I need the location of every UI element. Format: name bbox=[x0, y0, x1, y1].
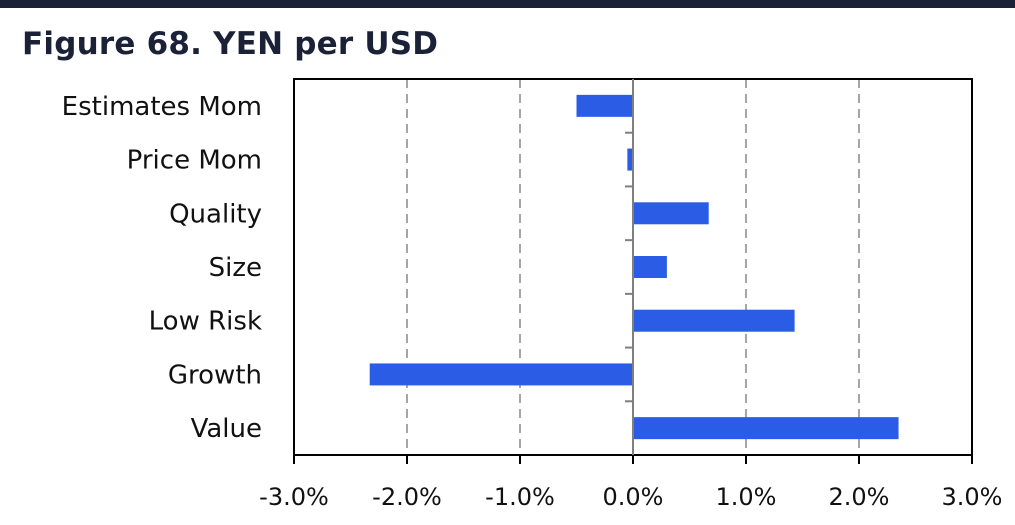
header-rule bbox=[0, 0, 1015, 8]
category-axis bbox=[625, 79, 634, 455]
x-tick-label: -1.0% bbox=[485, 483, 555, 511]
category-label: Low Risk bbox=[149, 307, 262, 337]
bar-size bbox=[633, 256, 667, 278]
x-tick-label: 0.0% bbox=[603, 483, 664, 511]
x-tick-label: -3.0% bbox=[259, 483, 329, 511]
category-label: Size bbox=[209, 253, 262, 283]
x-tick-labels: -3.0% -2.0% -1.0% 0.0% 1.0% 2.0% 3.0% bbox=[259, 455, 1002, 511]
category-label: Value bbox=[191, 414, 262, 444]
bar-growth bbox=[369, 363, 633, 386]
bar-quality bbox=[633, 202, 709, 225]
bar-price-mom bbox=[627, 148, 633, 171]
category-label: Quality bbox=[169, 199, 262, 229]
x-tick-label: -2.0% bbox=[372, 483, 442, 511]
bars bbox=[369, 94, 899, 440]
chart-title: Figure 68. YEN per USD bbox=[22, 26, 439, 62]
category-labels: Estimates Mom Price Mom Quality Size Low Ris… bbox=[62, 92, 262, 444]
category-label: Price Mom bbox=[127, 146, 262, 176]
x-tick-label: 2.0% bbox=[829, 483, 890, 511]
bar-low-risk bbox=[633, 309, 795, 332]
category-label: Estimates Mom bbox=[62, 92, 262, 122]
category-label: Growth bbox=[168, 360, 262, 390]
bar-value bbox=[633, 417, 899, 440]
gridlines bbox=[406, 79, 860, 455]
bar-estimates-mom bbox=[576, 94, 633, 117]
x-tick-label: 1.0% bbox=[716, 483, 777, 511]
x-tick-label: 3.0% bbox=[942, 483, 1003, 511]
